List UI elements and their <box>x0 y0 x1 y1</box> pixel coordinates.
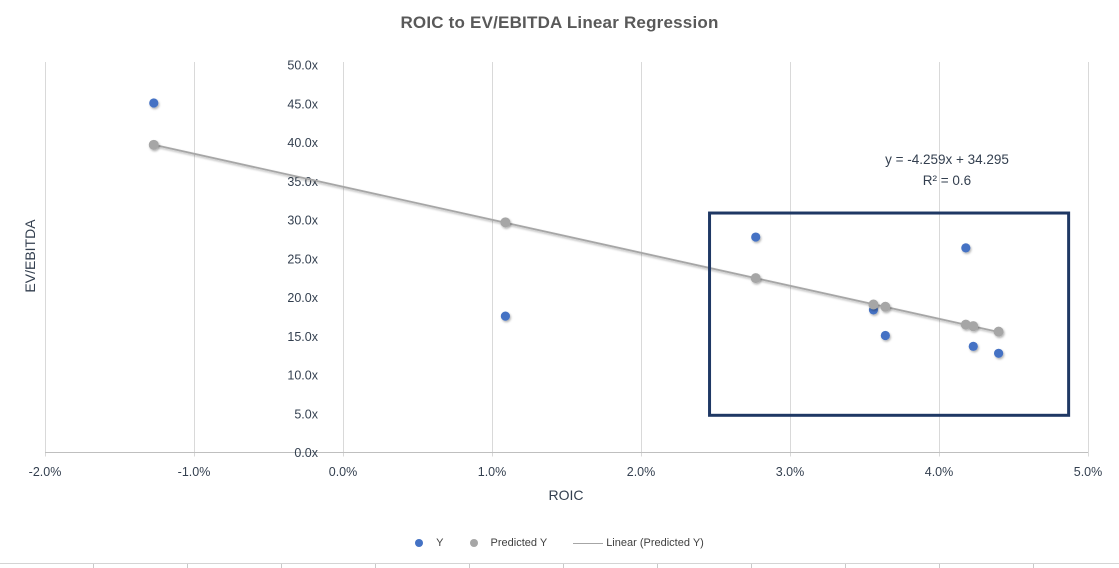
legend-item-linear-predicted-y[interactable]: Linear (Predicted Y) <box>573 537 704 549</box>
y-tick-label: 50.0x <box>287 59 318 73</box>
y-tick-label: 25.0x <box>287 252 318 266</box>
highlight-box[interactable] <box>708 211 1071 417</box>
y-tick-label: 0.0x <box>294 446 318 460</box>
trendline-linear-predicted-y[interactable] <box>153 143 999 333</box>
trendline-marker-icon <box>573 542 604 544</box>
data-point-predicted-y[interactable] <box>868 299 879 310</box>
data-point-y[interactable] <box>880 330 890 341</box>
x-tick-label: 3.0% <box>776 465 805 479</box>
chart-title[interactable]: ROIC to EV/EBITDA Linear Regression <box>400 13 719 32</box>
y-tick-label: 10.0x <box>287 369 318 383</box>
data-point-y[interactable] <box>961 243 971 253</box>
legend-label-linear: Linear (Predicted Y) <box>606 537 704 549</box>
x-tick-label: -2.0% <box>29 465 62 479</box>
x-tick-label: 5.0% <box>1074 465 1103 479</box>
r-squared-line: R² = 0.6 <box>922 173 972 188</box>
x-axis-title[interactable]: ROIC <box>548 487 584 503</box>
data-point-predicted-y[interactable] <box>880 301 891 312</box>
legend-label-predicted-y: Predicted Y <box>490 537 548 549</box>
x-tick-label: 4.0% <box>925 465 954 479</box>
x-tick-label: 0.0% <box>329 465 358 479</box>
data-point-y[interactable] <box>751 232 761 242</box>
legend-item-predicted-y[interactable]: Predicted Y <box>469 537 548 549</box>
y-tick-label: 20.0x <box>287 291 318 305</box>
y-series-marker-icon <box>415 539 424 547</box>
data-point-y[interactable] <box>968 341 978 351</box>
y-tick-label: 15.0x <box>287 330 318 344</box>
y-tick-label: 40.0x <box>287 136 318 150</box>
y-axis-labels[interactable]: 0.0x 5.0x 10.0x 15.0x 20.0x 25.0x 30.0x 35.0x 40… <box>287 59 318 461</box>
regression-equation[interactable]: y = -4.259x + 34.295 R² = 0.6 <box>885 149 1009 191</box>
series-y-points[interactable] <box>149 98 1004 358</box>
spreadsheet-grid-strip <box>0 563 1119 568</box>
series-predicted-y-points[interactable] <box>148 139 1004 337</box>
x-tick-label: -1.0% <box>178 465 211 479</box>
data-point-predicted-y[interactable] <box>968 321 979 332</box>
y-tick-label: 5.0x <box>294 407 318 421</box>
equation-line: y = -4.259x + 34.295 <box>885 152 1009 167</box>
data-point-predicted-y[interactable] <box>993 326 1004 337</box>
data-point-y[interactable] <box>994 348 1004 358</box>
x-tick-label: 1.0% <box>478 465 507 479</box>
x-tick-label: 2.0% <box>627 465 656 479</box>
legend-label-y: Y <box>436 537 444 549</box>
y-tick-label: 35.0x <box>287 175 318 189</box>
data-point-y[interactable] <box>500 311 511 321</box>
legend: Y Predicted Y Linear (Predicted Y) <box>0 534 1119 552</box>
legend-item-y[interactable]: Y <box>415 537 444 549</box>
y-tick-label: 30.0x <box>287 214 318 228</box>
data-point-predicted-y[interactable] <box>960 319 971 330</box>
y-tick-label: 45.0x <box>287 97 318 111</box>
data-point-predicted-y[interactable] <box>148 139 159 150</box>
predicted-y-series-marker-icon <box>469 539 478 547</box>
data-point-predicted-y[interactable] <box>750 273 761 284</box>
data-point-y[interactable] <box>149 98 159 108</box>
data-point-predicted-y[interactable] <box>500 217 511 228</box>
x-axis-labels[interactable]: -2.0% -1.0% 0.0% 1.0% 2.0% 3.0% 4.0% 5.0% <box>29 465 1103 479</box>
gridlines <box>45 62 1089 457</box>
